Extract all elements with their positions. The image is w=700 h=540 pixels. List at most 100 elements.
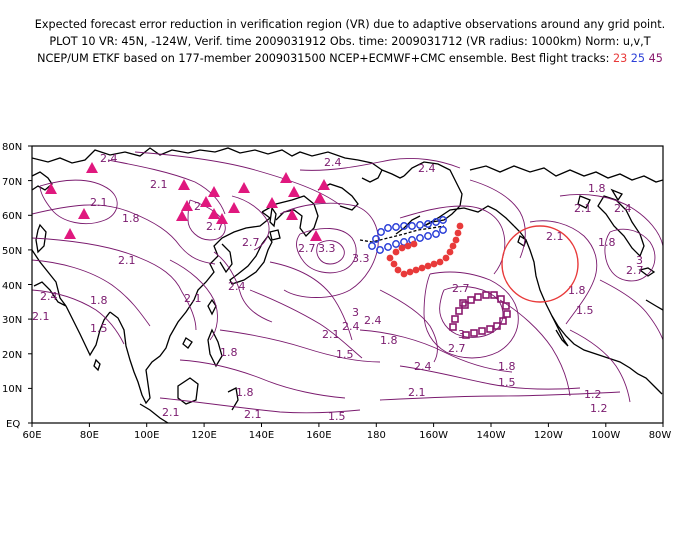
- page-title: Expected forecast error reduction in ver…: [0, 16, 700, 67]
- contour-line: [296, 228, 357, 274]
- contour-label: 2.1: [90, 196, 108, 209]
- contour-label: 2.4: [342, 320, 360, 333]
- contour-label: 3.3: [318, 242, 336, 255]
- track-23-point: [436, 258, 444, 266]
- title-line-3-text: NCEP/UM ETKF based on 177-member 2009031…: [37, 52, 613, 65]
- track-23-point: [418, 264, 426, 272]
- contour-label: 2.4: [40, 290, 58, 303]
- contour-label: 1.2: [584, 388, 602, 401]
- contour-label: 1.8: [588, 182, 606, 195]
- track-23-point: [442, 254, 450, 262]
- contour-line: [569, 329, 631, 403]
- track-23-point: [390, 260, 398, 268]
- track-45-point: [451, 315, 459, 323]
- sakhalin: [269, 206, 277, 228]
- contour-line: [32, 259, 151, 327]
- contour-label: 1.8: [90, 294, 108, 307]
- contour-label: 2.1: [322, 328, 340, 341]
- contour-label: 2.4: [414, 360, 432, 373]
- hokkaido: [269, 229, 281, 241]
- track-23-point: [410, 240, 418, 248]
- lat-label: 30N: [2, 315, 22, 326]
- longitude-axis: 60E 80E 100E 120E 140E 160E 180 160W 140…: [22, 423, 671, 441]
- triangle-markers: [45, 162, 330, 241]
- contour-line: [269, 261, 353, 341]
- contour-line: [559, 194, 663, 247]
- track-45-point: [499, 317, 507, 325]
- contour-label: 2.1: [546, 230, 564, 243]
- contour-label: 1.5: [90, 322, 108, 335]
- contour-line: [159, 397, 361, 414]
- track-25-point: [392, 240, 400, 248]
- contour-label: 2.1: [150, 178, 168, 191]
- track-45-label: 45: [648, 52, 663, 65]
- arabia-coast: [32, 249, 67, 307]
- contour-label: 1.8: [568, 284, 586, 297]
- lon-label: 140W: [477, 430, 506, 441]
- contour-line: [469, 179, 526, 259]
- okhotsk-coast: [317, 183, 359, 211]
- track-23-point: [454, 229, 462, 237]
- lon-label: 100E: [134, 430, 159, 441]
- hudson-bay: [597, 195, 645, 258]
- track-45-point: [497, 295, 505, 303]
- track-25-point: [372, 235, 380, 243]
- triangle-marker: [208, 208, 220, 219]
- north-america-west-coast: [513, 225, 663, 395]
- baja-california: [551, 315, 569, 347]
- canada-north: [469, 165, 663, 183]
- track-45-point: [461, 301, 469, 309]
- borneo: [177, 377, 199, 405]
- triangle-marker: [318, 179, 330, 190]
- contour-label: 2.7: [452, 282, 470, 295]
- hudson-islands: [577, 188, 623, 209]
- contour-line: [107, 159, 226, 215]
- track-25-point: [368, 242, 376, 250]
- contour-label: 2.4: [614, 202, 632, 215]
- track-45-point: [455, 307, 463, 315]
- track-23-point: [406, 268, 414, 276]
- arctic-coast: [32, 147, 383, 183]
- aleutians: [359, 225, 445, 243]
- lat-label: 60N: [2, 211, 22, 222]
- lon-label: 100W: [591, 430, 620, 441]
- bering-coast: [381, 169, 405, 179]
- taiwan: [207, 298, 217, 316]
- track-25-point: [384, 224, 392, 232]
- contour-line: [32, 289, 125, 345]
- track-23-point: [446, 248, 454, 256]
- track-45-point: [503, 310, 511, 318]
- triangle-marker: [286, 209, 298, 220]
- triangle-marker: [280, 172, 292, 183]
- track-45-point: [478, 327, 486, 335]
- latitude-axis: 80N 70N 60N 50N 40N 30N 20N 10N EQ: [2, 142, 32, 430]
- track-25-label: 25: [630, 52, 646, 65]
- triangle-marker: [314, 192, 326, 203]
- triangle-marker: [238, 182, 250, 193]
- contour-line: [599, 279, 663, 341]
- triangle-marker: [86, 162, 98, 173]
- track-23-point: [456, 222, 464, 230]
- contour-line: [299, 158, 461, 171]
- track-45-point: [490, 291, 498, 299]
- contour-label: 2.7: [298, 242, 316, 255]
- lat-label: 10N: [2, 384, 22, 395]
- track-45-point: [470, 329, 478, 337]
- triangle-marker: [266, 197, 278, 208]
- contour-line: [604, 228, 656, 282]
- track-25-point: [424, 220, 432, 228]
- triangle-marker: [228, 202, 240, 213]
- contour-labels: 2.4 2.1 2.1 1.8 2.1 2.4 2.1 1.8 1.5 2 2.…: [32, 152, 644, 423]
- korea: [219, 243, 233, 274]
- contour-line: [32, 237, 197, 331]
- contour-label: 1.8: [380, 334, 398, 347]
- triangle-marker: [200, 196, 212, 207]
- track-23-point: [449, 242, 457, 250]
- track-23-point: [452, 236, 460, 244]
- kamchatka: [261, 195, 319, 237]
- track-23-point: [392, 248, 400, 256]
- track-25-point: [392, 223, 400, 231]
- contour-line: [279, 202, 379, 298]
- track-23-point: [398, 244, 406, 252]
